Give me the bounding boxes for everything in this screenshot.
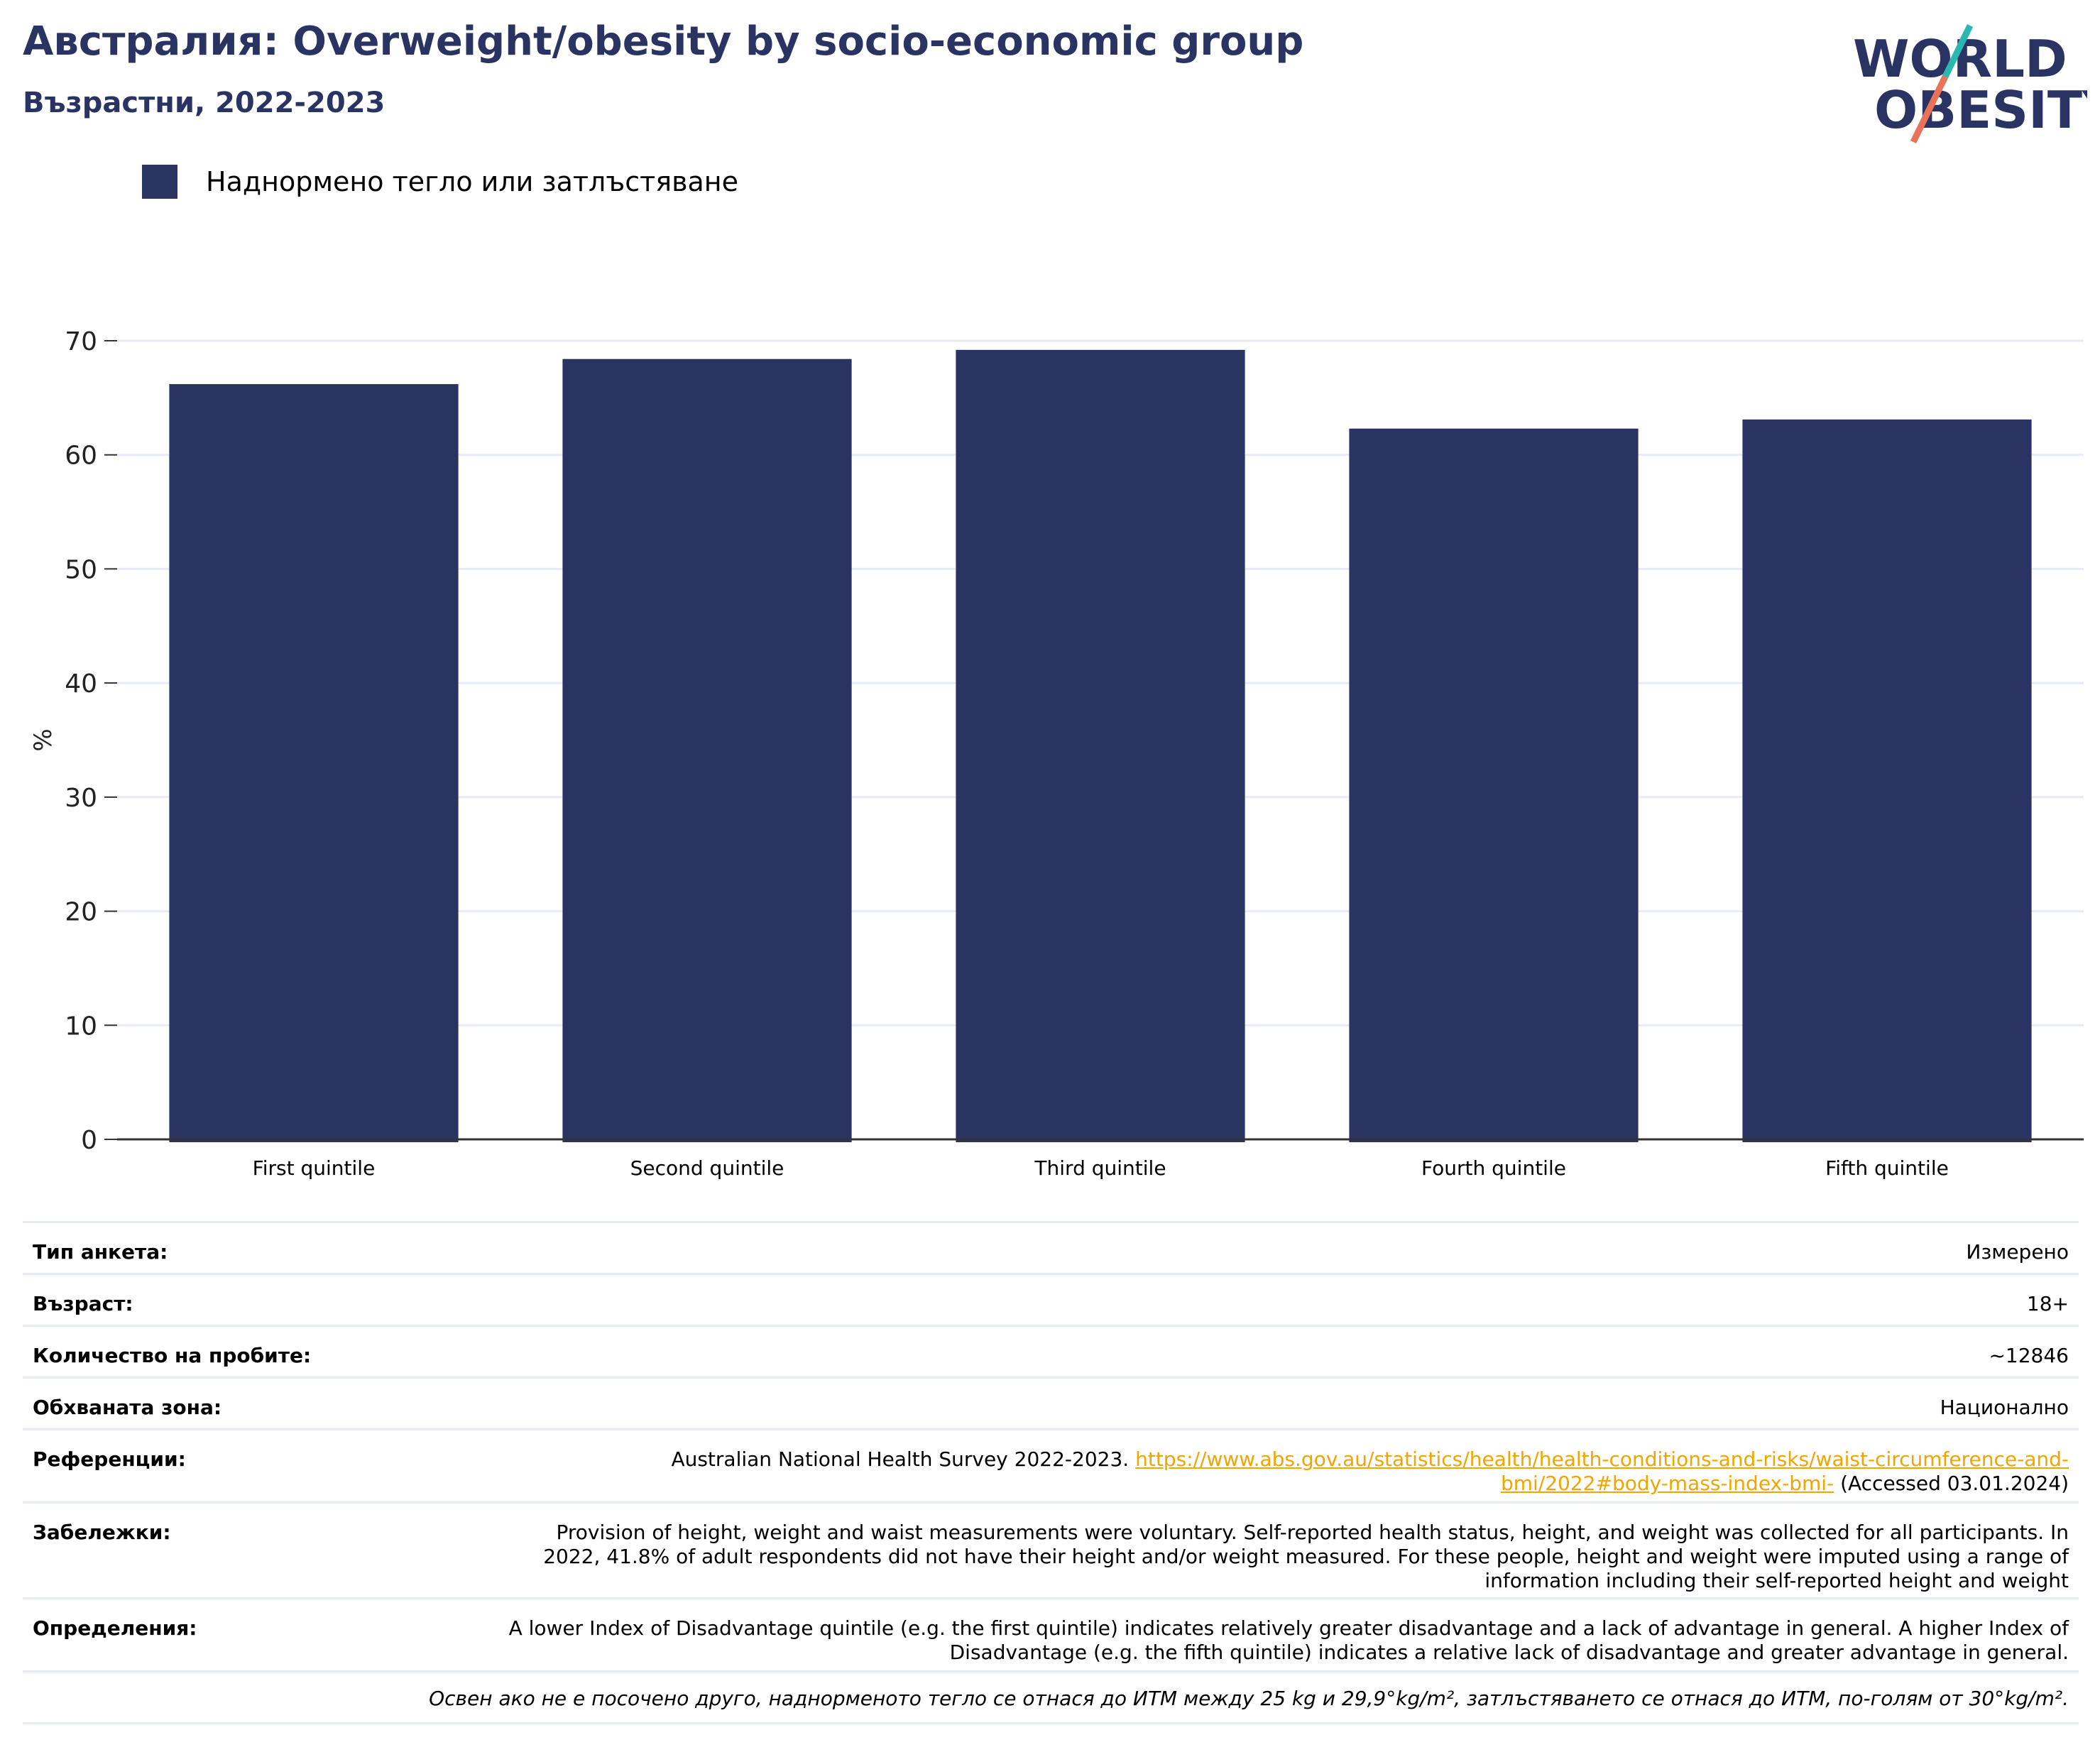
logo-slash-coral bbox=[1910, 75, 1949, 143]
info-row-survey-type: Тип анкета: Измерено bbox=[23, 1221, 2079, 1273]
info-label: Тип анкета: bbox=[33, 1240, 168, 1264]
reference-text: Australian National Health Survey 2022-2… bbox=[671, 1447, 1130, 1471]
bar bbox=[169, 384, 459, 1142]
y-axis-label: % bbox=[29, 728, 58, 751]
y-tick-label: 70 bbox=[65, 327, 97, 356]
y-tick-label: 40 bbox=[65, 669, 97, 699]
y-tick-label: 10 bbox=[65, 1012, 97, 1041]
info-row-footnote: Освен ако не е посочено друго, наднормен… bbox=[23, 1670, 2079, 1724]
info-row-notes: Забележки: Provision of height, weight a… bbox=[23, 1501, 2079, 1597]
info-value: Национално bbox=[1940, 1396, 2069, 1419]
legend-label: Наднормено тегло или затлъстяване bbox=[206, 166, 738, 197]
logo-text-obesity: OBESITY bbox=[1874, 80, 2087, 140]
info-label: Обхваната зона: bbox=[33, 1396, 222, 1419]
bar bbox=[1349, 428, 1639, 1142]
x-tick-label: Second quintile bbox=[630, 1156, 784, 1180]
info-value: Измерено bbox=[1966, 1240, 2069, 1264]
x-tick-label: Third quintile bbox=[1034, 1156, 1166, 1180]
y-tick-label: 60 bbox=[65, 442, 97, 471]
logo-slash-teal bbox=[1942, 24, 1974, 78]
info-value: Australian National Health Survey 2022-2… bbox=[642, 1430, 2079, 1496]
y-tick-label: 30 bbox=[65, 784, 97, 813]
reference-link-part2[interactable]: bmi/2022#body-mass-index-bmi- bbox=[1500, 1472, 1834, 1495]
info-row-definitions: Определения: A lower Index of Disadvanta… bbox=[23, 1597, 2079, 1670]
info-label: Референции: bbox=[33, 1447, 186, 1471]
x-tick-label: Fourth quintile bbox=[1421, 1156, 1566, 1180]
info-value: A lower Index of Disadvantage quintile (… bbox=[508, 1616, 2069, 1664]
info-row-age: Възраст: 18+ bbox=[23, 1273, 2079, 1325]
y-tick-label: 50 bbox=[65, 555, 97, 584]
info-table: Тип анкета: Измерено Възраст: 18+ Количе… bbox=[23, 1221, 2079, 1724]
footnote: Освен ако не е посочено друго, наднормен… bbox=[429, 1687, 2069, 1710]
y-tick-label: 0 bbox=[81, 1126, 97, 1155]
world-obesity-logo: WORLD OBESITY bbox=[1853, 24, 2087, 143]
info-label: Определения: bbox=[33, 1616, 197, 1640]
info-value: Provision of height, weight and waist me… bbox=[543, 1521, 2069, 1592]
info-label: Количество на пробите: bbox=[33, 1344, 312, 1367]
x-tick-label: Fifth quintile bbox=[1825, 1156, 1949, 1180]
reference-link-part1[interactable]: https://www.abs.gov.au/statistics/health… bbox=[1135, 1447, 2069, 1471]
reference-accessed: (Accessed 03.01.2024) bbox=[1840, 1472, 2069, 1495]
info-label: Забележки: bbox=[33, 1521, 171, 1544]
info-row-references: Референции: Australian National Health S… bbox=[23, 1428, 2079, 1501]
chart-subtitle: Възрастни, 2022-2023 bbox=[23, 87, 385, 119]
chart-title: Австралия: Overweight/obesity by socio-e… bbox=[23, 18, 1304, 65]
legend: Наднормено тегло или затлъстяване bbox=[142, 165, 738, 199]
bar bbox=[956, 349, 1245, 1142]
y-tick-label: 20 bbox=[65, 898, 97, 927]
reference-link[interactable]: https://www.abs.gov.au/statistics/health… bbox=[1135, 1447, 2069, 1495]
bar-chart: 0 10 20 30 40 50 60 70% First quintile Second qui… bbox=[29, 327, 2084, 1180]
x-tick-label: First quintile bbox=[253, 1156, 376, 1180]
legend-swatch bbox=[142, 165, 177, 199]
bar bbox=[1742, 419, 2032, 1142]
info-value: ~12846 bbox=[1989, 1344, 2069, 1367]
info-label: Възраст: bbox=[33, 1292, 133, 1315]
info-row-sample-size: Количество на пробите: ~12846 bbox=[23, 1325, 2079, 1376]
info-row-coverage: Обхваната зона: Национално bbox=[23, 1376, 2079, 1428]
bar bbox=[562, 358, 852, 1142]
info-value: 18+ bbox=[2026, 1292, 2069, 1315]
